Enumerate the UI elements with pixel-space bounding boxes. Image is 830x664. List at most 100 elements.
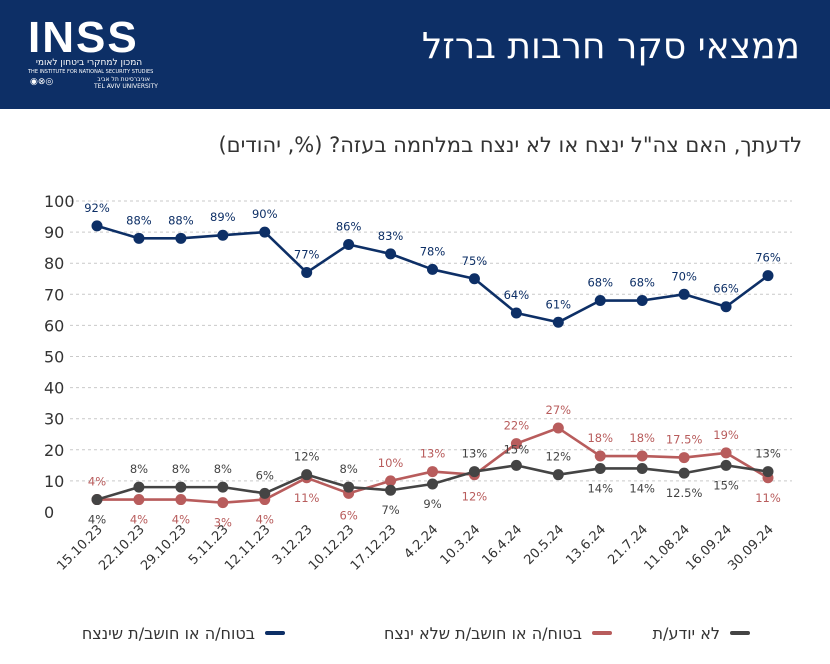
data-point — [301, 267, 313, 279]
data-label: 88% — [126, 213, 152, 227]
y-tick-label: 20 — [44, 441, 64, 460]
data-label: 15% — [504, 442, 530, 456]
inss-logo: INSS המכון למחקרי ביטחון לאומי THE INSTI… — [28, 13, 158, 93]
legend-label-win: בטוח/ה או חושב/ת שינצח — [81, 623, 255, 643]
data-label: 12% — [294, 450, 320, 464]
data-label: 61% — [546, 297, 572, 311]
header-bar: INSS המכון למחקרי ביטחון לאומי THE INSTI… — [0, 0, 830, 109]
data-point — [175, 232, 187, 244]
y-axis-ticks: 0 10 20 30 40 50 60 70 80 90 100 — [44, 192, 75, 522]
logo-english-name: THE INSTITUTE FOR NATIONAL SECURITY STUD… — [28, 69, 154, 75]
data-label: 76% — [755, 251, 781, 265]
data-point — [217, 497, 229, 509]
data-label: 13% — [755, 447, 781, 461]
data-point — [385, 475, 397, 487]
data-labels: 92% 88% 88% 89% 90% 77% 86% 83% 78% 75% 64% 61% 68% 6… — [84, 201, 781, 530]
data-point — [678, 467, 690, 479]
data-point — [259, 226, 271, 238]
grid-layer — [70, 200, 792, 482]
data-label: 6% — [340, 508, 358, 522]
data-label: 11% — [755, 491, 781, 505]
data-point — [217, 481, 229, 493]
legend-item-win: בטוח/ה או חושב/ת שינצח — [82, 619, 285, 647]
data-point — [91, 220, 103, 232]
data-point — [678, 452, 690, 464]
legend-label-lose: בטוח/ה או חושב/ת שלא ינצח — [383, 623, 582, 643]
data-point — [594, 295, 606, 307]
data-label: 12% — [546, 450, 572, 464]
data-point — [552, 469, 564, 481]
data-point — [427, 466, 438, 478]
data-point — [510, 438, 522, 450]
x-tick-label: 13.6.24 — [563, 522, 609, 568]
data-point — [468, 466, 480, 478]
logo-emblems-icon: ◉⊗◎ — [30, 77, 54, 87]
data-label: 4% — [256, 513, 274, 527]
data-point — [762, 270, 774, 282]
data-label: 89% — [210, 210, 236, 224]
data-label: 86% — [336, 220, 362, 234]
x-tick-label: 16.4.24 — [480, 522, 526, 568]
data-point — [594, 450, 606, 462]
data-point — [217, 229, 229, 241]
y-tick-label: 100 — [44, 192, 75, 211]
data-point — [133, 494, 145, 506]
y-tick-label: 0 — [44, 503, 54, 522]
logo-hebrew-name: המכון למחקרי ביטחון לאומי — [35, 58, 143, 68]
legend-swatch-win — [265, 631, 285, 635]
legend-swatch-lose — [592, 631, 612, 635]
logo-university-he: אוניברסיטת תל אביב — [97, 76, 150, 83]
data-point — [385, 248, 397, 260]
data-point — [427, 478, 438, 490]
data-label: 9% — [423, 497, 441, 511]
logo-university-en: TEL AVIV UNIVERSITY — [94, 83, 158, 90]
data-point — [720, 301, 732, 313]
data-label: 11% — [294, 491, 320, 505]
data-point — [343, 481, 355, 493]
data-label: 64% — [504, 288, 530, 302]
data-point — [133, 232, 145, 244]
data-label: 83% — [378, 229, 404, 243]
data-point — [594, 462, 606, 474]
data-label: 68% — [587, 276, 613, 290]
data-label: 75% — [462, 254, 488, 268]
data-label: 66% — [713, 282, 739, 296]
data-label: 8% — [340, 462, 358, 476]
data-point — [552, 316, 564, 328]
x-tick-label: 12.11.23 — [222, 522, 274, 574]
data-label: 77% — [294, 248, 320, 262]
logo-university: אוניברסיטת תל אביב TEL AVIV UNIVERSITY — [94, 76, 158, 90]
x-tick-label: 30.09.24 — [725, 522, 777, 574]
legend-item-lose: בטוח/ה או חושב/ת שלא ינצח — [384, 619, 612, 647]
data-label: 78% — [420, 244, 446, 258]
data-point — [301, 469, 313, 481]
y-tick-label: 10 — [44, 472, 64, 491]
data-point — [720, 447, 732, 459]
data-label: 4% — [130, 513, 148, 527]
data-label: 3% — [214, 516, 232, 530]
y-tick-label: 30 — [44, 410, 64, 429]
data-point — [720, 459, 732, 471]
data-label: 18% — [629, 431, 655, 445]
data-point — [133, 481, 145, 493]
data-label: 12% — [462, 490, 488, 504]
data-label: 4% — [88, 475, 106, 489]
data-label: 90% — [252, 207, 278, 221]
data-label: 4% — [88, 513, 106, 527]
data-label: 6% — [256, 468, 274, 482]
data-point — [636, 462, 648, 474]
data-label: 10% — [378, 456, 404, 470]
legend-item-dont-know: לא יודע/ת — [653, 619, 750, 647]
data-label: 13% — [462, 447, 488, 461]
data-point — [678, 288, 690, 300]
x-tick-label: 29.10.23 — [138, 522, 190, 574]
data-label: 88% — [168, 213, 194, 227]
y-tick-label: 90 — [44, 223, 64, 242]
data-label: 15% — [713, 478, 739, 492]
data-label: 19% — [713, 428, 739, 442]
data-point — [385, 484, 397, 496]
y-tick-label: 80 — [44, 254, 64, 273]
data-label: 8% — [172, 462, 190, 476]
logo-wordmark: INSS — [28, 13, 139, 62]
y-tick-label: 50 — [44, 348, 64, 367]
